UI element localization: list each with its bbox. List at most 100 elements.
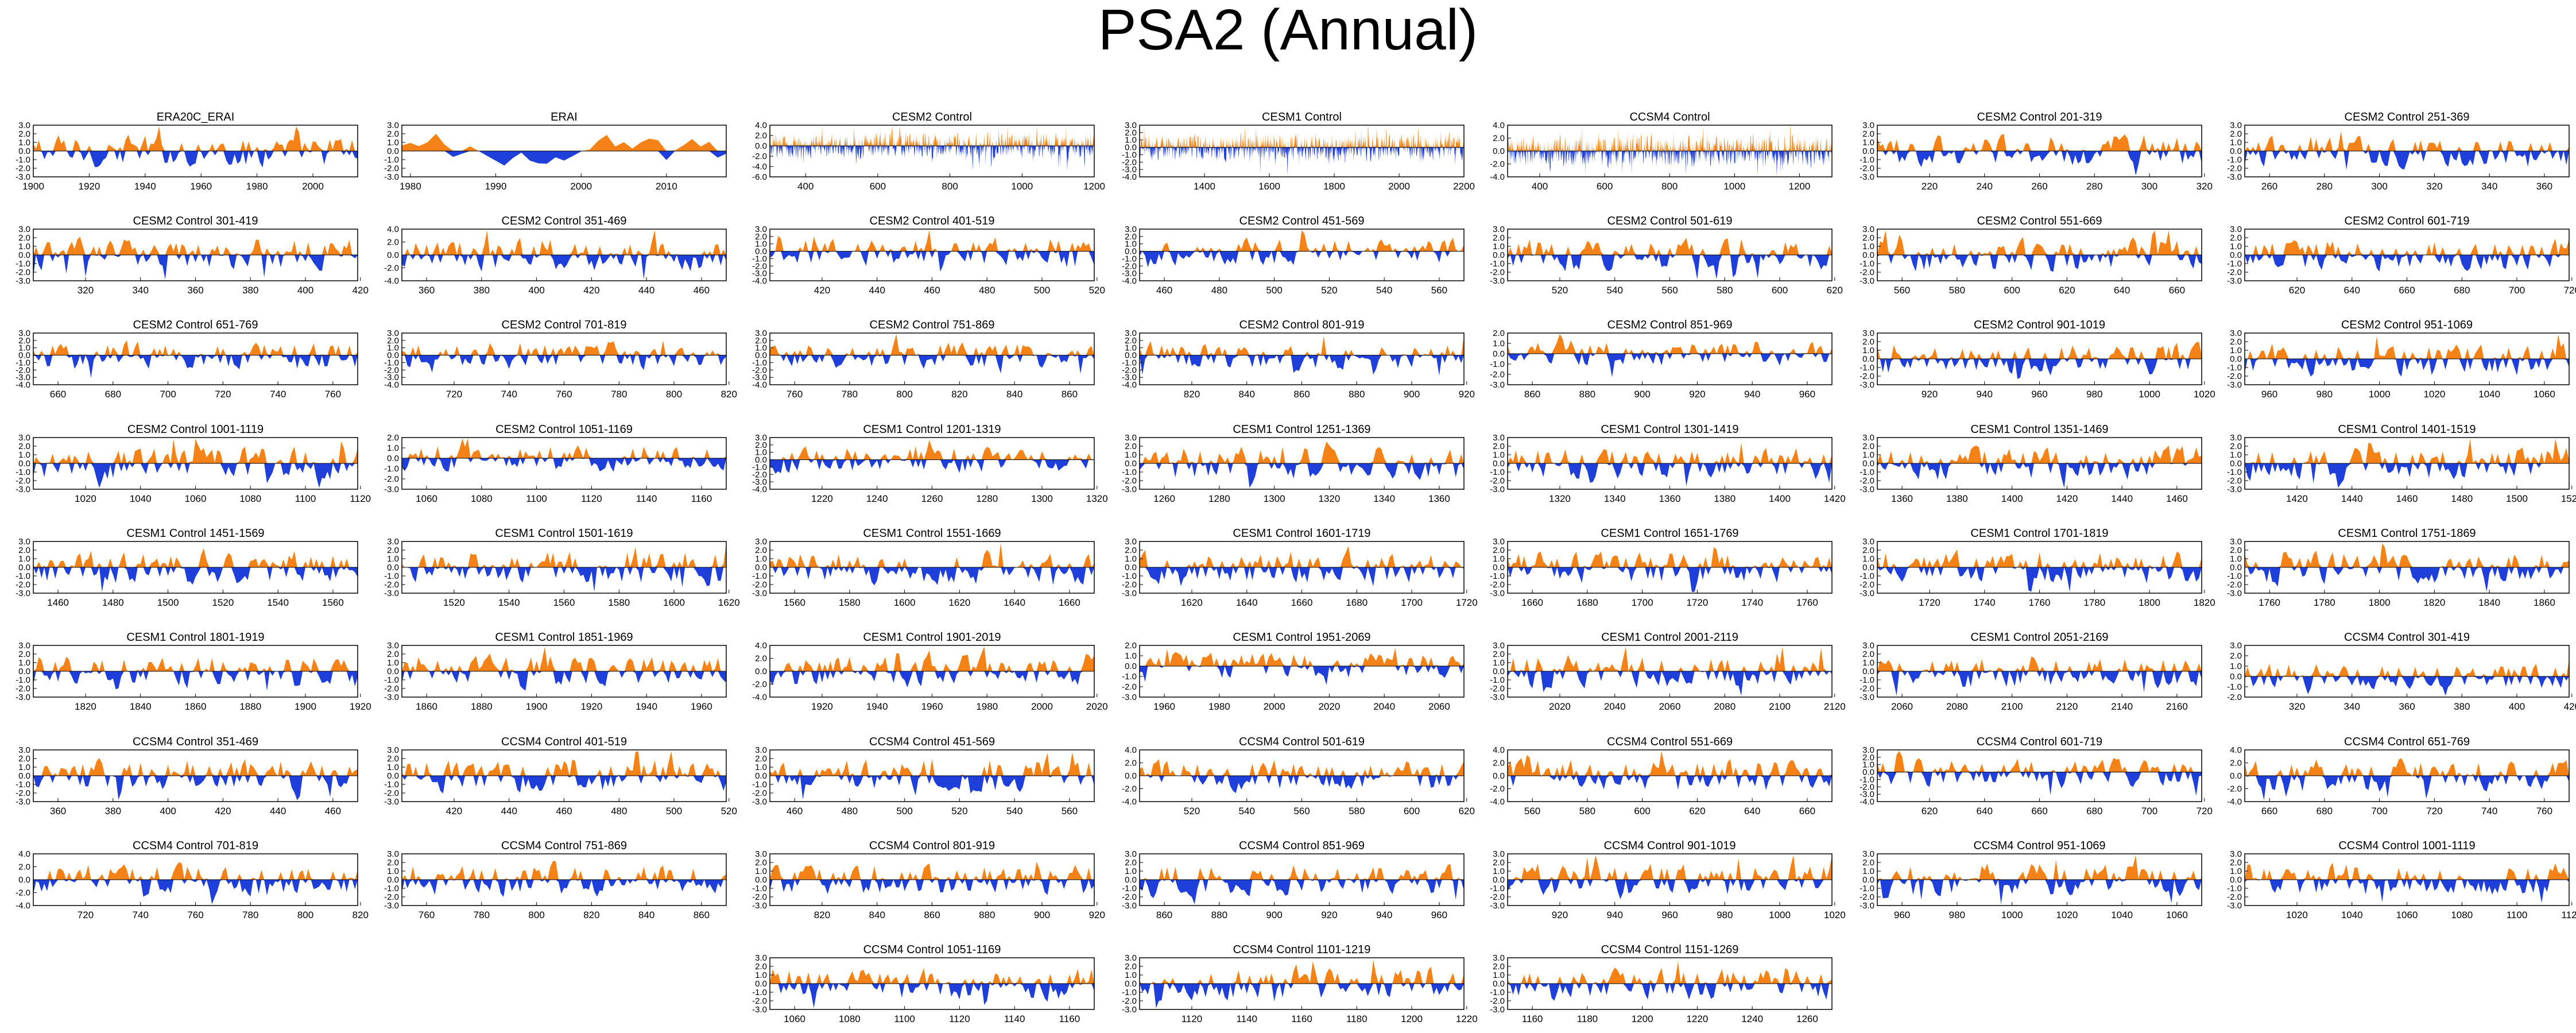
- y-tick-label: -1.0: [1860, 363, 1874, 373]
- x-tick-label: 760: [419, 910, 435, 920]
- positive-area: [770, 543, 1094, 567]
- x-tick-label: 920: [1922, 389, 1938, 400]
- x-tick-label: 960: [1431, 910, 1447, 920]
- x-tick-label: 600: [1404, 806, 1420, 817]
- y-tick-label: -3.0: [2227, 485, 2242, 494]
- y-tick-label: -3.0: [16, 692, 30, 702]
- x-tick-label: 640: [2114, 285, 2130, 296]
- x-tick-label: 320: [2197, 181, 2213, 192]
- panel: CESM2 Control 201-319 3.02.01.00.0-1.0-2.…: [1860, 111, 2213, 192]
- y-tick-label: -2.0: [1490, 784, 1505, 794]
- x-tick-label: 1840: [2478, 597, 2500, 608]
- positive-area: [770, 334, 1094, 355]
- x-tick-label: 920: [1552, 910, 1568, 920]
- y-tick-label: 0.0: [1862, 563, 1874, 572]
- x-tick-label: 800: [1661, 181, 1678, 192]
- y-tick-label: -1.0: [16, 155, 30, 165]
- x-tick-label: 220: [1922, 181, 1938, 192]
- y-tick-label: -2.0: [1122, 580, 1137, 590]
- x-tick-label: 1140: [636, 493, 657, 504]
- y-tick-label: 1.0: [2230, 661, 2242, 671]
- y-tick-label: -4.0: [1860, 797, 1874, 807]
- x-tick-label: 820: [951, 389, 967, 400]
- y-tick-label: 1.0: [1125, 450, 1137, 460]
- x-tick-label: 1320: [1318, 493, 1340, 504]
- x-tick-label: 500: [896, 806, 912, 817]
- y-tick-label: -1.0: [16, 675, 30, 685]
- panel: CESM2 Control 4.02.00.0-2.0-4.0-6.0 400 600…: [752, 111, 1105, 192]
- x-tick-label: 1060: [185, 493, 207, 504]
- y-tick-label: -4.0: [16, 380, 30, 390]
- y-tick-label: 1.0: [1125, 554, 1137, 564]
- panel: CCSM4 Control 851-969 3.02.01.00.0-1.0-2.…: [1122, 839, 1465, 920]
- x-tick-label: 520: [951, 806, 967, 817]
- y-tick-label: 4.0: [18, 849, 30, 859]
- panel-title: CESM1 Control 1951-2069: [1233, 631, 1370, 644]
- y-tick-label: 3.0: [1862, 328, 1874, 338]
- positive-area: [1877, 855, 2202, 880]
- y-tick-label: 1.0: [1493, 970, 1505, 980]
- x-tick-label: 580: [1949, 285, 1965, 296]
- x-tick-label: 1160: [1059, 1013, 1080, 1024]
- y-tick-label: -1.0: [16, 467, 30, 477]
- x-tick-label: 440: [869, 285, 885, 296]
- y-tick-label: 0.0: [387, 250, 399, 260]
- x-tick-label: 680: [105, 389, 121, 400]
- y-tick-label: 3.0: [18, 641, 30, 651]
- x-tick-label: 1340: [1373, 493, 1395, 504]
- panel: CESM2 Control 701-819 3.02.01.00.0-1.0-2.…: [384, 319, 737, 400]
- x-tick-label: 1540: [498, 597, 520, 608]
- y-tick-label: -3.0: [752, 373, 767, 382]
- positive-area: [33, 862, 358, 880]
- x-tick-label: 1220: [1456, 1013, 1478, 1024]
- x-tick-label: 1720: [1686, 597, 1708, 608]
- x-tick-label: 2000: [570, 181, 592, 192]
- y-tick-label: -1.0: [384, 358, 399, 367]
- y-tick-label: -3.0: [384, 901, 399, 911]
- x-tick-label: 1400: [1769, 493, 1791, 504]
- x-tick-label: 360: [50, 806, 66, 817]
- x-tick-label: 1000: [1011, 181, 1033, 192]
- panel-title: CCSM4 Control 401-519: [501, 736, 627, 748]
- positive-area: [1877, 656, 2202, 671]
- x-tick-label: 1600: [894, 597, 916, 608]
- positive-area: [1508, 961, 1832, 984]
- x-tick-label: 520: [1552, 285, 1568, 296]
- x-tick-label: 1560: [553, 597, 575, 608]
- x-tick-label: 420: [352, 285, 369, 296]
- negative-area: [1508, 354, 1832, 377]
- x-tick-label: 1060: [2534, 389, 2555, 400]
- positive-area: [2245, 238, 2569, 255]
- x-tick-label: 2060: [1891, 701, 1913, 712]
- negative-area: [1140, 880, 1464, 904]
- x-tick-label: 1940: [866, 701, 888, 712]
- panel: CESM1 Control 2001-21193.02.01.00.0-1.0-…: [1490, 631, 1846, 712]
- negative-area: [33, 671, 358, 691]
- negative-area: [1140, 251, 1464, 268]
- y-tick-label: 0.0: [2230, 354, 2242, 364]
- x-tick-label: 280: [2317, 181, 2333, 192]
- x-tick-label: 340: [2344, 701, 2360, 712]
- y-tick-label: 2.0: [1862, 442, 1874, 451]
- panel-title: CCSM4 Control 951-1069: [1973, 839, 2105, 852]
- y-tick-label: 0.0: [2230, 459, 2242, 469]
- panel-title: CCSM4 Control 851-969: [1239, 839, 1365, 852]
- y-tick-label: 0.0: [2230, 250, 2242, 260]
- x-tick-label: 1840: [130, 701, 152, 712]
- x-tick-label: 1460: [2166, 493, 2188, 504]
- y-tick-label: -3.0: [384, 485, 399, 494]
- x-tick-label: 2100: [2001, 701, 2023, 712]
- y-tick-label: 0.0: [755, 875, 767, 885]
- y-tick-label: 0.0: [18, 667, 30, 676]
- panel: CESM2 Control 751-869 3.02.01.00.0-1.0-2.…: [752, 319, 1095, 400]
- y-tick-label: 0.0: [1125, 351, 1137, 361]
- y-tick-label: 2.0: [1862, 129, 1874, 139]
- x-tick-label: 1140: [1236, 1013, 1257, 1024]
- x-tick-label: 680: [2317, 806, 2333, 817]
- x-tick-label: 1700: [1401, 597, 1423, 608]
- y-tick-label: -4.0: [16, 901, 30, 911]
- x-tick-label: 700: [2509, 285, 2525, 296]
- panel-title: CESM1 Control 1251-1369: [1233, 423, 1370, 436]
- x-tick-label: 540: [1607, 285, 1623, 296]
- y-tick-label: 2.0: [755, 232, 767, 242]
